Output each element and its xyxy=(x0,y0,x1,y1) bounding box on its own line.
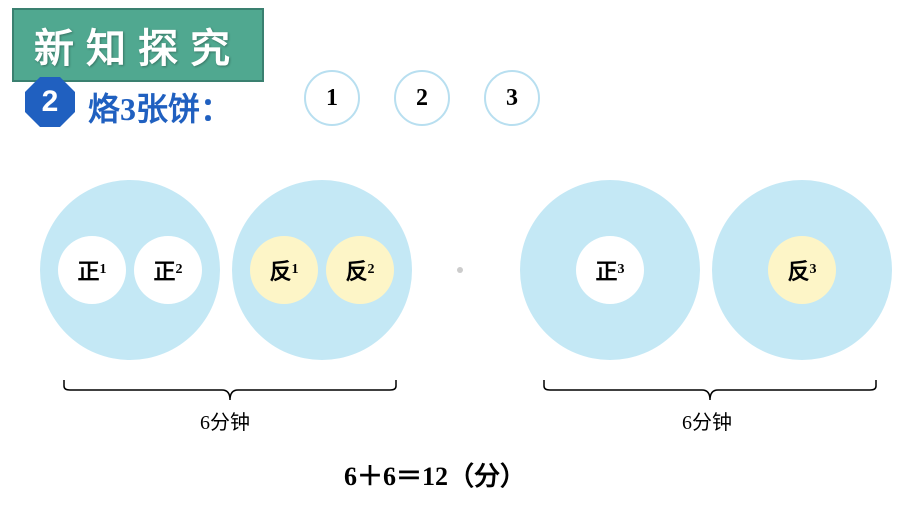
center-dot xyxy=(457,267,463,273)
brace-right-label: 6分钟 xyxy=(682,406,732,435)
pan-2: 反1 反2 xyxy=(232,180,412,360)
page-title-banner: 新知探究 xyxy=(12,8,264,82)
pan-3: 正3 xyxy=(520,180,700,360)
brace-left xyxy=(60,378,400,404)
pan-4: 反3 xyxy=(712,180,892,360)
pancake-back-1: 反1 xyxy=(250,236,318,304)
pancake-front-2: 正2 xyxy=(134,236,202,304)
pancake-num-3: 3 xyxy=(484,70,540,126)
step-number: 2 xyxy=(42,85,59,119)
subtitle-text: 烙3张饼： xyxy=(88,84,232,130)
pancake-front-1: 正1 xyxy=(58,236,126,304)
brace-left-label: 6分钟 xyxy=(200,406,250,435)
pancake-num-1: 1 xyxy=(304,70,360,126)
page-title: 新知探究 xyxy=(34,26,242,71)
brace-right xyxy=(540,378,880,404)
pancake-back-3: 反3 xyxy=(768,236,836,304)
pancake-back-2: 反2 xyxy=(326,236,394,304)
pancake-front-3: 正3 xyxy=(576,236,644,304)
equation-text: 6＋6＝12（分） xyxy=(344,456,526,493)
step-badge: 2 xyxy=(25,77,75,127)
pan-1: 正1 正2 xyxy=(40,180,220,360)
pancake-num-2: 2 xyxy=(394,70,450,126)
